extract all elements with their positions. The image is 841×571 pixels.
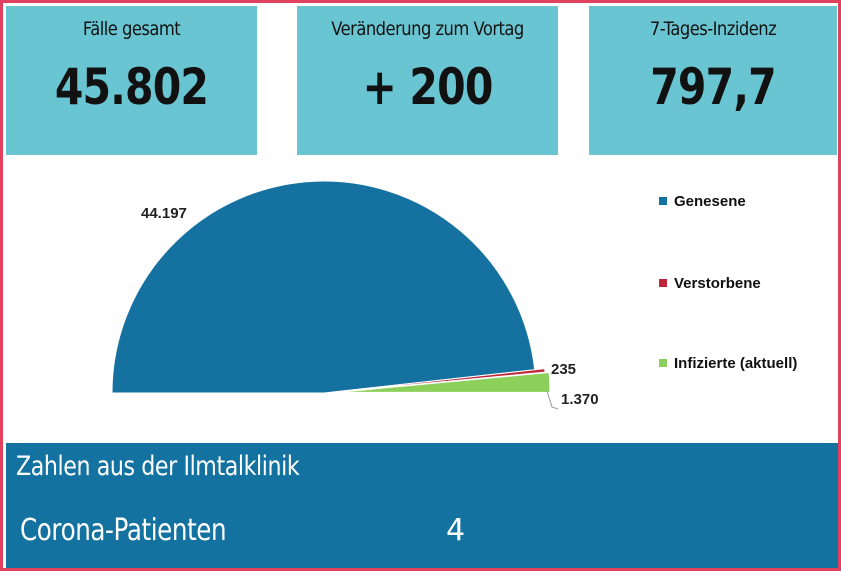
legend-swatch-verstorbene — [659, 279, 667, 288]
cases-chart: 44.197 235 1.370 Genesene Verstorbene In… — [6, 155, 838, 443]
incidence-tile: 7-Tages-Inzidenz 797,7 — [589, 6, 837, 155]
legend-item-infizierte: Infizierte (aktuell) — [659, 355, 797, 375]
corona-patients-label: Corona-Patienten — [20, 513, 227, 548]
total-cases-value: 45.802 — [54, 58, 209, 116]
data-label-verstorbene: 235 — [551, 361, 577, 378]
legend-item-genesene: Genesene — [659, 193, 746, 213]
legend-swatch-genesene — [659, 197, 667, 206]
daily-change-label: Veränderung zum Vortag — [331, 18, 524, 40]
legend-label-infizierte: Infizierte (aktuell) — [674, 355, 798, 372]
slice-genesene — [111, 180, 536, 394]
cases-half-pie — [111, 180, 559, 410]
leader-line-infizierte — [546, 390, 559, 410]
incidence-value: 797,7 — [650, 58, 776, 116]
slice-infizierte — [337, 371, 551, 393]
data-label-infizierte: 1.370 — [561, 391, 599, 408]
incidence-label: 7-Tages-Inzidenz — [649, 18, 777, 40]
clinic-panel-title: Zahlen aus der Ilmtalklinik — [16, 451, 300, 482]
clinic-panel: Zahlen aus der Ilmtalklinik Corona-Patie… — [6, 443, 838, 568]
total-cases-tile: Fälle gesamt 45.802 — [6, 6, 257, 155]
corona-patients-value: 4 — [446, 513, 466, 548]
total-cases-label: Fälle gesamt — [82, 18, 181, 40]
legend-label-verstorbene: Verstorbene — [674, 275, 761, 292]
slice-verstorbene — [333, 368, 546, 393]
daily-change-tile: Veränderung zum Vortag + 200 — [297, 6, 558, 155]
legend-swatch-infizierte — [659, 359, 667, 368]
legend-item-verstorbene: Verstorbene — [659, 275, 761, 295]
data-label-genesene: 44.197 — [141, 205, 187, 222]
legend-label-genesene: Genesene — [674, 193, 746, 210]
daily-change-value: + 200 — [362, 58, 493, 116]
